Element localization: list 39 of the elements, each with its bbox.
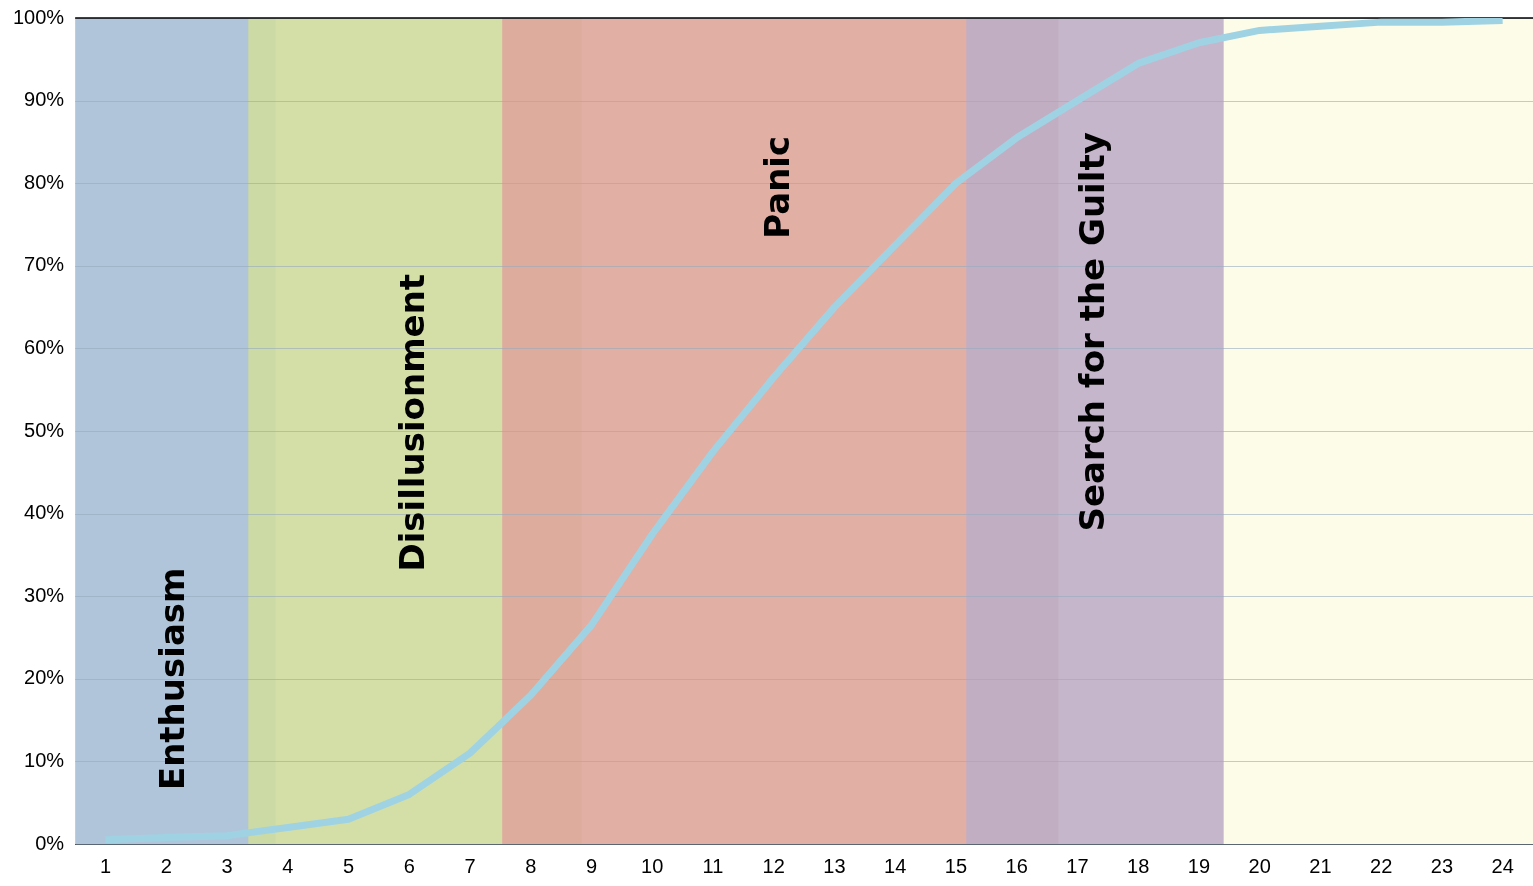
y-tick-label: 30% — [24, 583, 65, 606]
band-label: Panic — [757, 135, 798, 239]
x-tick-label: 13 — [823, 854, 846, 877]
x-tick-label: 18 — [1127, 854, 1150, 877]
x-tick-label: 1 — [99, 854, 112, 877]
y-tick-label: 40% — [24, 501, 65, 524]
y-tick-label: 10% — [24, 748, 65, 771]
x-tick-label: 6 — [403, 854, 415, 877]
y-tick-label: 70% — [24, 253, 65, 276]
x-tick-label: 11 — [702, 854, 724, 877]
y-tick-label: 100% — [13, 5, 65, 28]
x-tick-label: 23 — [1430, 854, 1454, 877]
x-tick-label: 17 — [1066, 854, 1089, 877]
y-tick-label: 20% — [24, 666, 65, 689]
band-label: Search for the Guilty — [1071, 132, 1112, 532]
x-tick-label: 19 — [1187, 854, 1211, 877]
x-tick-label: 24 — [1491, 854, 1514, 877]
x-tick-label: 2 — [160, 854, 172, 877]
x-tick-label: 5 — [342, 854, 355, 877]
x-tick-label: 22 — [1370, 854, 1393, 877]
y-tick-label: 60% — [24, 335, 65, 358]
band-label: Disillusionment — [391, 273, 432, 572]
band-label: Enthusiasm — [152, 567, 193, 791]
x-tick-label: 3 — [221, 854, 233, 877]
x-tick-label: 14 — [884, 854, 907, 877]
x-tick-label: 15 — [944, 854, 968, 877]
x-tick-label: 12 — [762, 854, 785, 877]
x-tick-label: 8 — [525, 854, 537, 877]
x-tick-label: 10 — [641, 854, 664, 877]
x-tick-label: 4 — [282, 854, 294, 877]
x-tick-label: 21 — [1309, 854, 1332, 877]
x-tick-label: 16 — [1005, 854, 1028, 877]
y-tick-label: 90% — [24, 88, 65, 111]
x-tick-label: 9 — [585, 854, 598, 877]
x-tick-label: 7 — [464, 854, 476, 877]
y-tick-label: 80% — [24, 170, 65, 193]
y-tick-label: 50% — [24, 418, 65, 441]
x-tick-label: 20 — [1248, 854, 1271, 877]
y-tick-label: 0% — [35, 831, 65, 854]
